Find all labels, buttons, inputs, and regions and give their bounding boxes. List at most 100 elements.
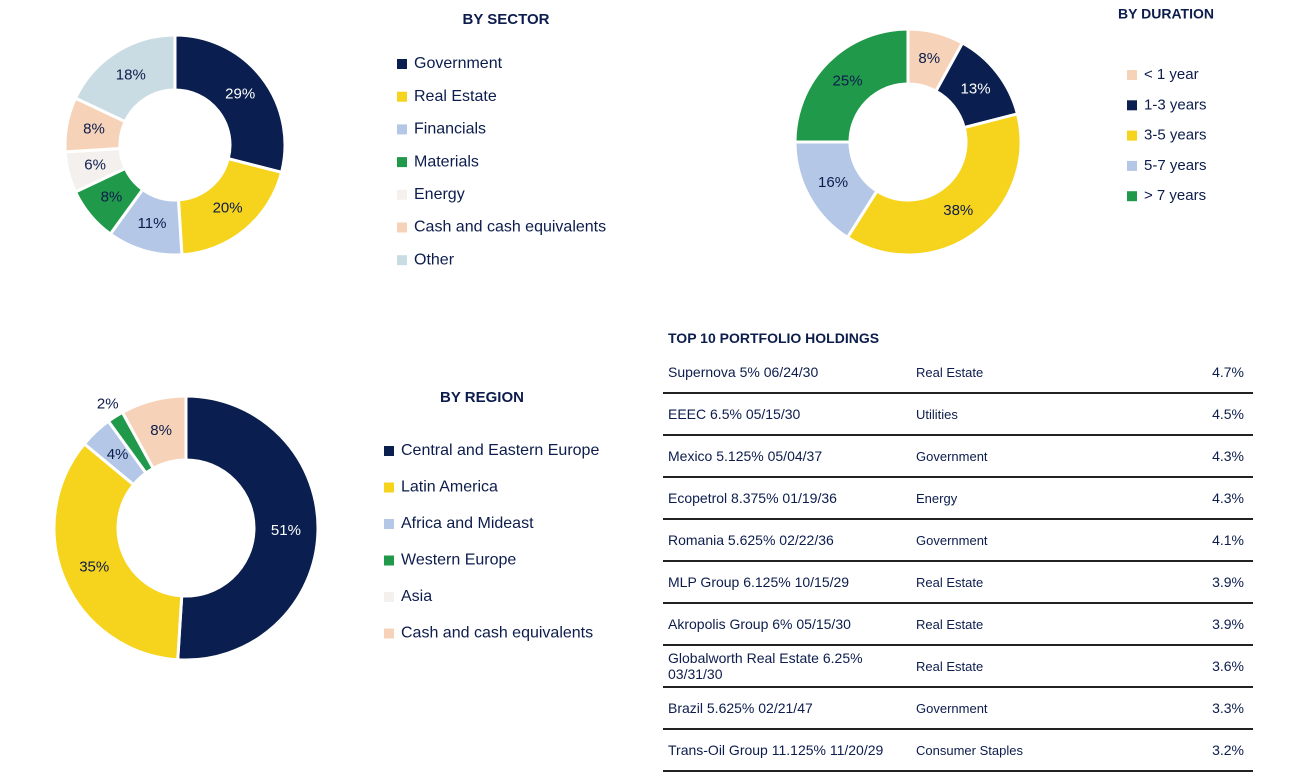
legend-label: > 7 years <box>1144 187 1206 204</box>
holding-sector: Energy <box>916 490 958 506</box>
legend-swatch <box>384 519 394 529</box>
table-row: Akropolis Group 6% 05/15/30 Real Estate 3.… <box>663 604 1253 646</box>
holding-weight: 4.3% <box>1212 448 1244 464</box>
holding-name: Brazil 5.625% 02/21/47 <box>668 700 813 716</box>
table-row: Romania 5.625% 02/22/36 Government 4.1% <box>663 520 1253 562</box>
legend-swatch <box>397 189 407 200</box>
data-label: 6% <box>84 156 106 173</box>
chart-title: BY SECTOR <box>463 11 550 28</box>
legend-label: 3-5 years <box>1144 127 1207 144</box>
data-label: 16% <box>818 174 848 191</box>
legend-swatch <box>1127 100 1137 111</box>
holding-weight: 3.9% <box>1212 616 1244 632</box>
holding-weight: 4.5% <box>1212 406 1244 422</box>
legend-swatch <box>384 592 394 602</box>
holding-sector: Real Estate <box>916 658 984 674</box>
legend-label: Africa and Mideast <box>401 515 534 532</box>
data-label: 11% <box>138 215 167 232</box>
donut-slice <box>845 112 1023 257</box>
legend-label: Other <box>414 251 455 268</box>
holding-sector: Real Estate <box>916 616 984 632</box>
data-label: 4% <box>107 446 129 463</box>
data-label: 8% <box>83 121 105 138</box>
holding-weight: 4.1% <box>1212 532 1244 548</box>
legend-swatch <box>397 124 407 135</box>
legend-label: Government <box>414 55 503 72</box>
legend-label: Financials <box>414 121 486 138</box>
legend-label: 1-3 years <box>1144 96 1207 113</box>
holding-weight: 3.6% <box>1212 658 1244 674</box>
table-row: Brazil 5.625% 02/21/47 Government 3.3% <box>663 688 1253 730</box>
legend-swatch <box>1127 70 1137 80</box>
legend-label: Cash and cash equivalents <box>401 625 593 642</box>
holding-name: Globalworth Real Estate 6.25% 03/31/30 <box>668 650 863 682</box>
holding-name: Romania 5.625% 02/22/36 <box>668 532 834 548</box>
holdings-table: Supernova 5% 06/24/30 Real Estate 4.7% EEEC… <box>663 352 1253 772</box>
data-label: 8% <box>918 50 940 67</box>
table-row: Trans-Oil Group 11.125% 11/20/29 Consumer… <box>663 730 1253 772</box>
data-label: 8% <box>101 189 123 206</box>
data-label: 8% <box>150 422 172 439</box>
legend-swatch <box>397 255 407 266</box>
holding-sector: Real Estate <box>916 364 984 380</box>
donut-slice <box>793 27 910 144</box>
data-label: 18% <box>116 66 146 83</box>
donut-slice <box>73 33 177 124</box>
table-row: Ecopetrol 8.375% 01/19/36 Energy 4.3% <box>663 478 1253 520</box>
donut-slice <box>176 394 320 662</box>
table-row: MLP Group 6.125% 10/15/29 Real Estate 3.9% <box>663 562 1253 604</box>
legend-label: Real Estate <box>414 88 497 105</box>
holding-sector: Consumer Staples <box>916 742 1023 758</box>
legend-swatch <box>1127 191 1137 202</box>
legend-label: Cash and cash equivalents <box>414 219 606 236</box>
holding-sector: Government <box>916 448 988 464</box>
legend-swatch <box>397 222 407 233</box>
legend-swatch <box>397 157 407 168</box>
legend-swatch <box>1127 130 1137 141</box>
legend-label: Materials <box>414 153 479 170</box>
legend-swatch <box>397 59 407 69</box>
data-label: 25% <box>833 73 863 90</box>
holding-name: EEEC 6.5% 05/15/30 <box>668 406 801 422</box>
data-label: 51% <box>271 522 301 539</box>
holding-weight: 3.2% <box>1212 742 1244 758</box>
holding-sector: Government <box>916 700 988 716</box>
legend-label: < 1 year <box>1144 66 1199 83</box>
legend-label: Latin America <box>401 479 498 496</box>
table-title: TOP 10 PORTFOLIO HOLDINGS <box>668 330 880 346</box>
table-row: EEEC 6.5% 05/15/30 Utilities 4.5% <box>663 394 1253 436</box>
holding-weight: 3.9% <box>1212 574 1244 590</box>
holding-sector: Government <box>916 532 988 548</box>
legend-swatch <box>397 91 407 102</box>
legend-swatch <box>384 628 394 639</box>
holding-name: Mexico 5.125% 05/04/37 <box>668 448 823 464</box>
chart-title: BY REGION <box>440 389 524 406</box>
holding-weight: 3.3% <box>1212 700 1244 716</box>
table-row: Supernova 5% 06/24/30 Real Estate 4.7% <box>663 352 1253 394</box>
legend-swatch <box>1127 160 1137 171</box>
chart-title: BY DURATION <box>1118 6 1214 22</box>
holding-name: Akropolis Group 6% 05/15/30 <box>668 616 851 632</box>
holding-name: MLP Group 6.125% 10/15/29 <box>668 574 850 590</box>
legend-label: Energy <box>414 186 465 203</box>
data-label: 20% <box>213 200 243 217</box>
legend-swatch <box>384 446 394 456</box>
data-label: 35% <box>79 559 109 576</box>
data-label: 13% <box>961 81 991 98</box>
data-label: 38% <box>943 202 973 219</box>
holding-name: Supernova 5% 06/24/30 <box>668 364 819 380</box>
legend-label: Central and Eastern Europe <box>401 442 599 459</box>
holding-weight: 4.3% <box>1212 490 1244 506</box>
holding-sector: Real Estate <box>916 574 984 590</box>
legend-swatch <box>384 482 394 493</box>
data-label: 2% <box>97 396 119 413</box>
holding-sector: Utilities <box>916 406 958 422</box>
donut-slice <box>52 441 184 662</box>
holding-weight: 4.7% <box>1212 364 1244 380</box>
donut-slice <box>173 33 287 175</box>
legend-swatch <box>384 555 394 566</box>
legend-label: 5-7 years <box>1144 157 1207 174</box>
table-row: Globalworth Real Estate 6.25% 03/31/30 Re… <box>663 646 1253 688</box>
donut-slice <box>120 394 188 471</box>
